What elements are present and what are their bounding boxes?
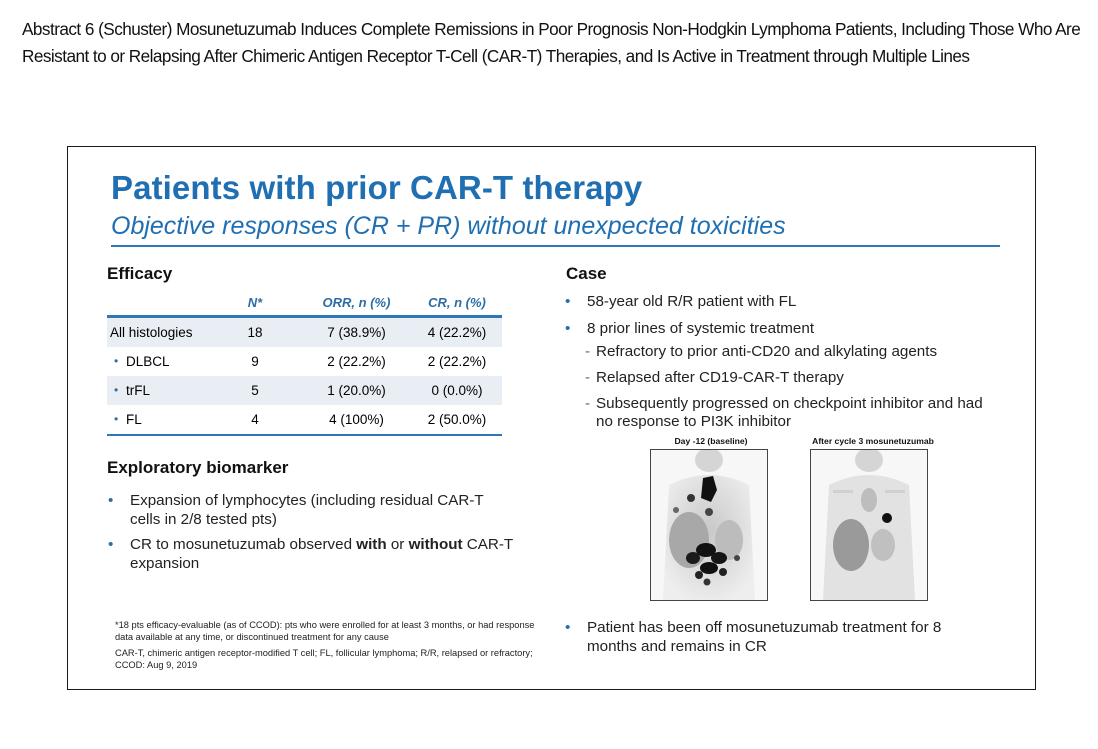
list-item: • Expansion of lymphocytes (including re… bbox=[107, 491, 517, 529]
case-heading: Case bbox=[566, 264, 607, 283]
bullet-icon: • bbox=[565, 320, 571, 337]
row-label: FL bbox=[126, 412, 142, 427]
emphasis-without: without bbox=[408, 536, 463, 553]
table-row: • trFL 5 1 (20.0%) 0 (0.0%) bbox=[107, 376, 502, 405]
case-final-text: Patient has been off mosunetuzumab treat… bbox=[587, 619, 942, 655]
case-text-2: 8 prior lines of systemic treatment bbox=[587, 320, 815, 337]
table-rule bbox=[107, 315, 502, 318]
dash-icon: - bbox=[585, 343, 591, 360]
scan-caption-after: After cycle 3 mosunetuzumab bbox=[812, 436, 934, 446]
table-row: • DLBCL 9 2 (22.2%) 2 (22.2%) bbox=[107, 347, 502, 376]
row-label: trFL bbox=[126, 383, 151, 398]
pet-scan-after-image bbox=[810, 449, 928, 601]
list-item: - Refractory to prior anti-CD20 and alky… bbox=[585, 343, 985, 361]
list-item: • Patient has been off mosunetuzumab tre… bbox=[564, 618, 984, 656]
abstract-heading: Abstract 6 (Schuster) Mosunetuzumab Indu… bbox=[22, 19, 1081, 66]
title-divider bbox=[111, 245, 1000, 247]
slide-subtitle: Objective responses (CR + PR) without un… bbox=[111, 212, 786, 240]
scan-caption-baseline: Day -12 (baseline) bbox=[674, 436, 748, 446]
case-sub-1: Refractory to prior anti-CD20 and alkyla… bbox=[596, 343, 938, 360]
footnote-2: CAR-T, chimeric antigen receptor-modifie… bbox=[115, 648, 533, 670]
pet-scan-baseline-image bbox=[650, 449, 768, 601]
row-n: 4 bbox=[251, 412, 259, 427]
efficacy-table: N* ORR, n (%) CR, n (%) All histologies … bbox=[107, 288, 502, 436]
table-row: All histologies 18 7 (38.9%) 4 (22.2%) bbox=[107, 318, 502, 347]
case-final-list: • Patient has been off mosunetuzumab tre… bbox=[564, 618, 984, 656]
list-item: • 58-year old R/R patient with FL bbox=[564, 292, 984, 311]
case-sub-3: Subsequently progressed on checkpoint in… bbox=[596, 395, 983, 430]
biomarker-heading: Exploratory biomarker bbox=[107, 458, 289, 477]
case-sub-2: Relapsed after CD19-CAR-T therapy bbox=[596, 369, 844, 386]
list-item: • 8 prior lines of systemic treatment bbox=[564, 319, 984, 338]
case-sublist: - Refractory to prior anti-CD20 and alky… bbox=[585, 343, 985, 439]
row-orr: 4 (100%) bbox=[329, 412, 384, 427]
case-list: • 58-year old R/R patient with FL • 8 pr… bbox=[564, 292, 984, 338]
row-orr: 1 (20.0%) bbox=[327, 383, 386, 398]
biomarker-list: • Expansion of lymphocytes (including re… bbox=[107, 491, 517, 573]
row-orr: 2 (22.2%) bbox=[327, 354, 386, 369]
dash-icon: - bbox=[585, 369, 591, 386]
slide: Patients with prior CAR-T therapy Object… bbox=[67, 146, 1036, 690]
bullet-icon: • bbox=[565, 619, 571, 636]
col-header-n: N* bbox=[247, 295, 263, 310]
row-cr: 2 (50.0%) bbox=[427, 412, 487, 427]
bullet-icon: • bbox=[114, 354, 119, 368]
slide-title: Patients with prior CAR-T therapy bbox=[111, 169, 643, 206]
row-n: 5 bbox=[251, 383, 259, 398]
col-header-orr: ORR, n (%) bbox=[322, 295, 391, 310]
list-item: - Subsequently progressed on checkpoint … bbox=[585, 395, 985, 431]
list-item: • CR to mosunetuzumab observed with or w… bbox=[107, 535, 517, 573]
row-cr: 4 (22.2%) bbox=[427, 325, 487, 340]
biomarker-text-2b: or bbox=[386, 536, 409, 553]
bullet-icon: • bbox=[108, 536, 114, 553]
bullet-icon: • bbox=[114, 383, 119, 397]
emphasis-with: with bbox=[356, 536, 387, 553]
table-rule bbox=[107, 434, 502, 436]
biomarker-text-2a: CR to mosunetuzumab observed bbox=[130, 536, 357, 553]
footnote-1: *18 pts efficacy-evaluable (as of CCOD):… bbox=[115, 620, 535, 642]
table-row: • FL 4 4 (100%) 2 (50.0%) bbox=[107, 405, 502, 434]
row-orr: 7 (38.9%) bbox=[327, 325, 386, 340]
bullet-icon: • bbox=[114, 412, 119, 426]
row-label: DLBCL bbox=[126, 354, 170, 369]
list-item: - Relapsed after CD19-CAR-T therapy bbox=[585, 369, 985, 387]
dash-icon: - bbox=[585, 395, 591, 412]
col-header-cr: CR, n (%) bbox=[428, 295, 486, 310]
biomarker-text-1: Expansion of lymphocytes (including resi… bbox=[130, 492, 484, 528]
efficacy-heading: Efficacy bbox=[107, 264, 173, 283]
bullet-icon: • bbox=[565, 293, 571, 310]
row-label: All histologies bbox=[110, 325, 193, 340]
table-header-row: N* ORR, n (%) CR, n (%) bbox=[107, 288, 502, 315]
case-text-1: 58-year old R/R patient with FL bbox=[587, 293, 797, 310]
bullet-icon: • bbox=[108, 492, 114, 509]
row-n: 9 bbox=[251, 354, 259, 369]
row-cr: 0 (0.0%) bbox=[431, 383, 483, 398]
row-cr: 2 (22.2%) bbox=[427, 354, 487, 369]
biomarker-text-2c: CAR-T expansion bbox=[130, 536, 513, 572]
row-n: 18 bbox=[247, 325, 263, 340]
